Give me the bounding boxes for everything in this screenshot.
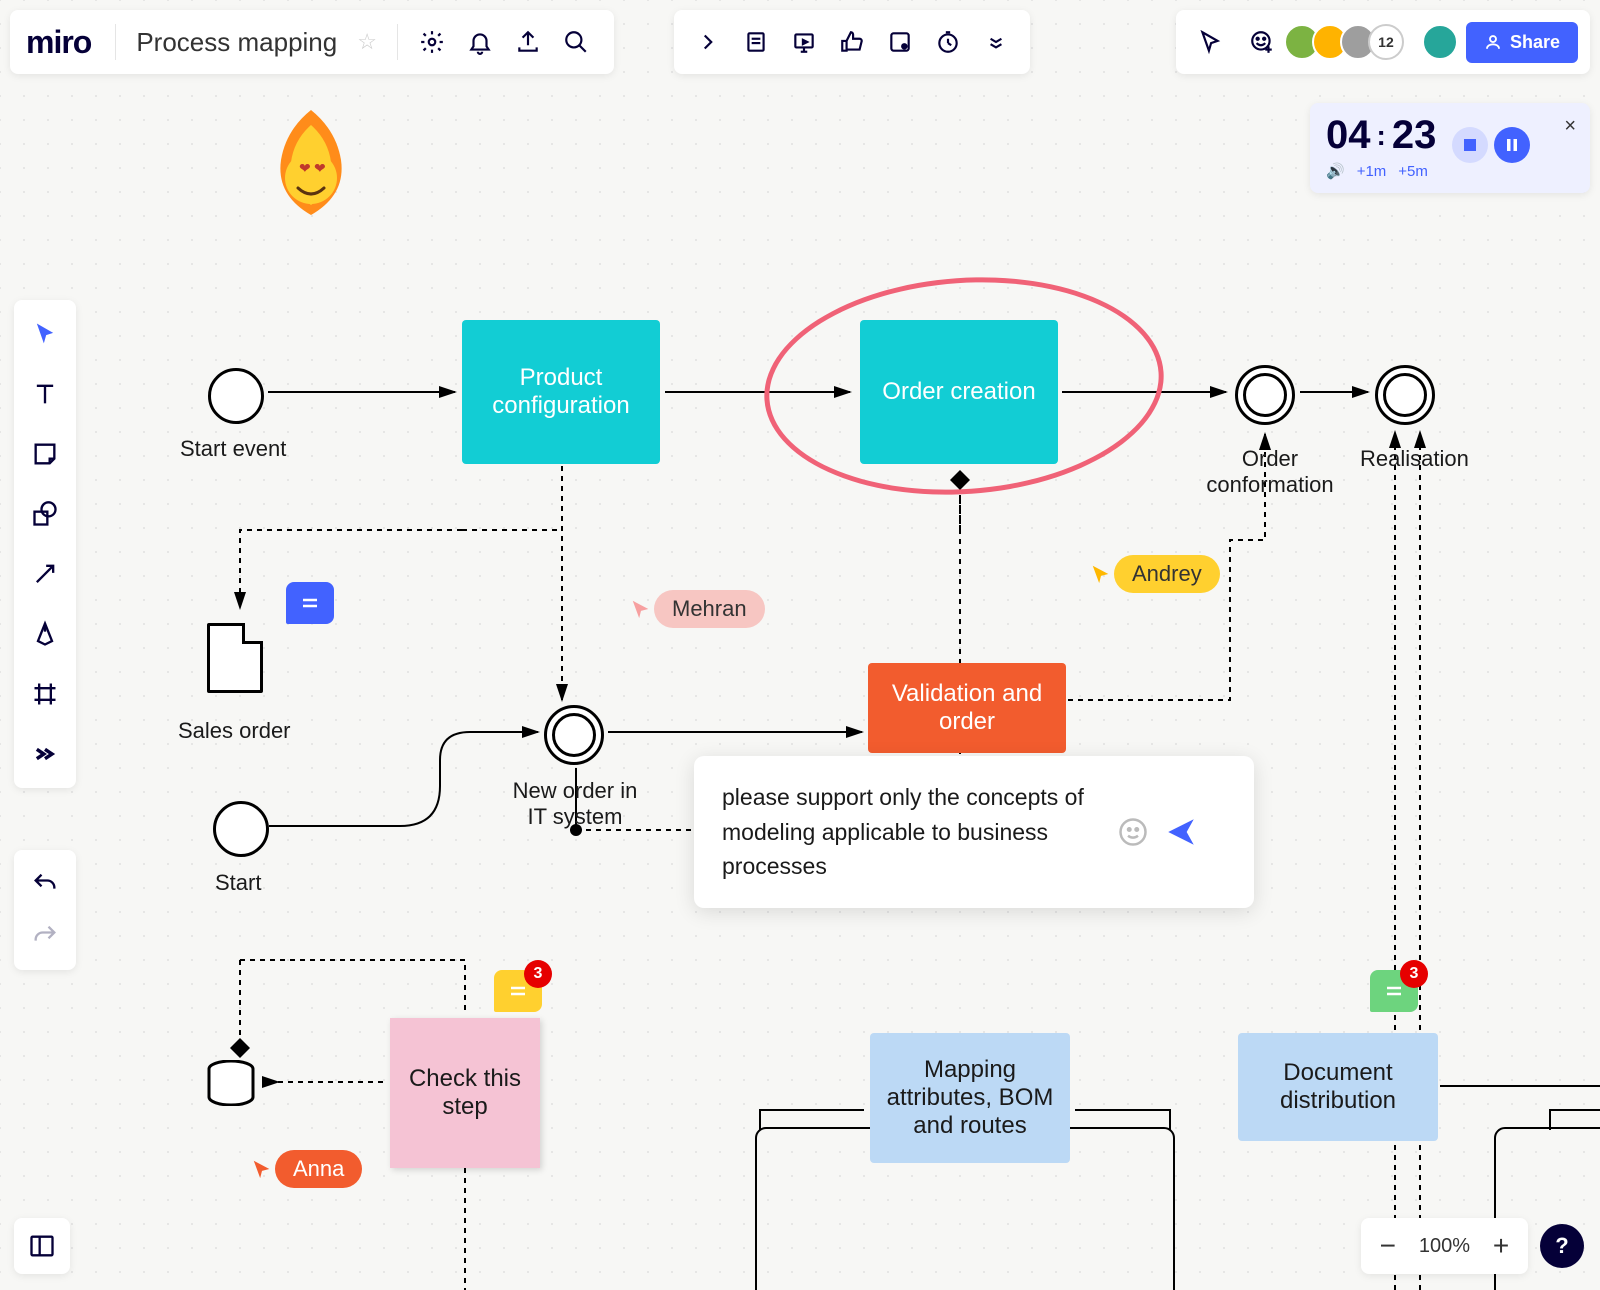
svg-text:❤: ❤ — [314, 160, 326, 176]
reaction-icon[interactable] — [1240, 20, 1284, 64]
emoji-icon[interactable] — [1118, 817, 1148, 847]
zoom-in-button[interactable]: + — [1486, 1230, 1516, 1262]
emoji-sticker[interactable]: ❤ ❤ — [256, 100, 366, 242]
label-new-order: New order in IT system — [500, 778, 650, 830]
search-icon[interactable] — [554, 20, 598, 64]
timer-stop-button[interactable] — [1452, 127, 1488, 163]
zoom-level[interactable]: 100% — [1419, 1235, 1470, 1258]
star-icon[interactable]: ☆ — [349, 29, 385, 55]
timer-pause-button[interactable] — [1494, 127, 1530, 163]
timer-plus-1m[interactable]: +1m — [1357, 163, 1387, 180]
cursor-andrey: Andrey — [1090, 555, 1220, 593]
timer-panel: 04:23 × 🔊 +1m +5m — [1310, 103, 1590, 193]
node-start[interactable] — [213, 801, 269, 857]
svg-text:❤: ❤ — [299, 160, 311, 176]
topbar-right: 12 Share — [1176, 10, 1590, 74]
panel-toggle[interactable] — [14, 1218, 70, 1274]
comment-bubble-yellow[interactable]: 3 — [494, 970, 542, 1012]
cursor-anna: Anna — [251, 1150, 362, 1188]
node-new-order[interactable] — [544, 705, 604, 765]
node-order-creation[interactable]: Order creation — [860, 320, 1058, 464]
export-icon[interactable] — [506, 20, 550, 64]
comment-text: please support only the concepts of mode… — [722, 780, 1102, 884]
text-tool[interactable] — [23, 372, 67, 416]
board-title[interactable]: Process mapping — [128, 27, 345, 58]
sticky-tool[interactable] — [23, 432, 67, 476]
comment-input[interactable]: please support only the concepts of mode… — [694, 756, 1254, 908]
volume-icon[interactable]: 🔊 — [1326, 162, 1345, 180]
chevron-right-icon[interactable] — [686, 20, 730, 64]
pen-tool[interactable] — [23, 612, 67, 656]
thumbsup-icon[interactable] — [830, 20, 874, 64]
badge-count: 3 — [524, 960, 552, 988]
settings-icon[interactable] — [410, 20, 454, 64]
timer-close-button[interactable]: × — [1564, 115, 1576, 138]
topbar-center — [674, 10, 1030, 74]
node-mapping[interactable]: Mapping attributes, BOM and routes — [870, 1033, 1070, 1163]
label-sales-order: Sales order — [178, 718, 291, 744]
comment-icon[interactable] — [878, 20, 922, 64]
avatar-count: 12 — [1368, 24, 1404, 60]
comment-bubble-blue[interactable] — [286, 582, 334, 624]
timer-icon[interactable] — [926, 20, 970, 64]
node-database[interactable] — [206, 1060, 256, 1106]
node-realisation[interactable] — [1375, 365, 1435, 425]
zoom-panel: − 100% + ? — [1361, 1218, 1584, 1274]
redo-button[interactable] — [23, 914, 67, 958]
bell-icon[interactable] — [458, 20, 502, 64]
undo-panel — [14, 850, 76, 970]
arrow-tool[interactable] — [23, 552, 67, 596]
avatar-you[interactable] — [1422, 24, 1458, 60]
select-tool[interactable] — [23, 312, 67, 356]
comment-bubble-green[interactable]: 3 — [1370, 970, 1418, 1012]
shape-tool[interactable] — [23, 492, 67, 536]
note-icon[interactable] — [734, 20, 778, 64]
topbar-left: miro Process mapping ☆ — [10, 10, 614, 74]
label-start: Start — [215, 870, 261, 896]
label-order-confirmation: Order conformation — [1205, 446, 1335, 498]
more-icon[interactable] — [974, 20, 1018, 64]
badge-count: 3 — [1400, 960, 1428, 988]
node-sales-order-file[interactable] — [207, 623, 263, 693]
cursor-mehran: Mehran — [630, 590, 765, 628]
miro-logo[interactable]: miro — [26, 24, 103, 61]
node-order-confirmation[interactable] — [1235, 365, 1295, 425]
send-icon[interactable] — [1164, 815, 1198, 849]
node-doc-dist[interactable]: Document distribution — [1238, 1033, 1438, 1141]
share-button[interactable]: Share — [1466, 22, 1578, 63]
timer-display: 04:23 — [1326, 113, 1574, 158]
undo-button[interactable] — [23, 862, 67, 906]
zoom-out-button[interactable]: − — [1373, 1230, 1403, 1262]
help-button[interactable]: ? — [1540, 1224, 1584, 1268]
left-toolbar — [14, 300, 76, 788]
avatar-stack[interactable]: 12 — [1292, 24, 1404, 60]
node-start-event[interactable] — [208, 368, 264, 424]
more-tools[interactable] — [23, 732, 67, 776]
node-validation[interactable]: Validation and order — [868, 663, 1066, 753]
node-product-config[interactable]: Product configuration — [462, 320, 660, 464]
cursor-icon[interactable] — [1188, 20, 1232, 64]
frame-tool[interactable] — [23, 672, 67, 716]
label-start-event: Start event — [180, 436, 286, 462]
timer-plus-5m[interactable]: +5m — [1398, 163, 1428, 180]
present-icon[interactable] — [782, 20, 826, 64]
label-realisation: Realisation — [1360, 446, 1469, 472]
sticky-check-step[interactable]: Check this step — [390, 1018, 540, 1168]
